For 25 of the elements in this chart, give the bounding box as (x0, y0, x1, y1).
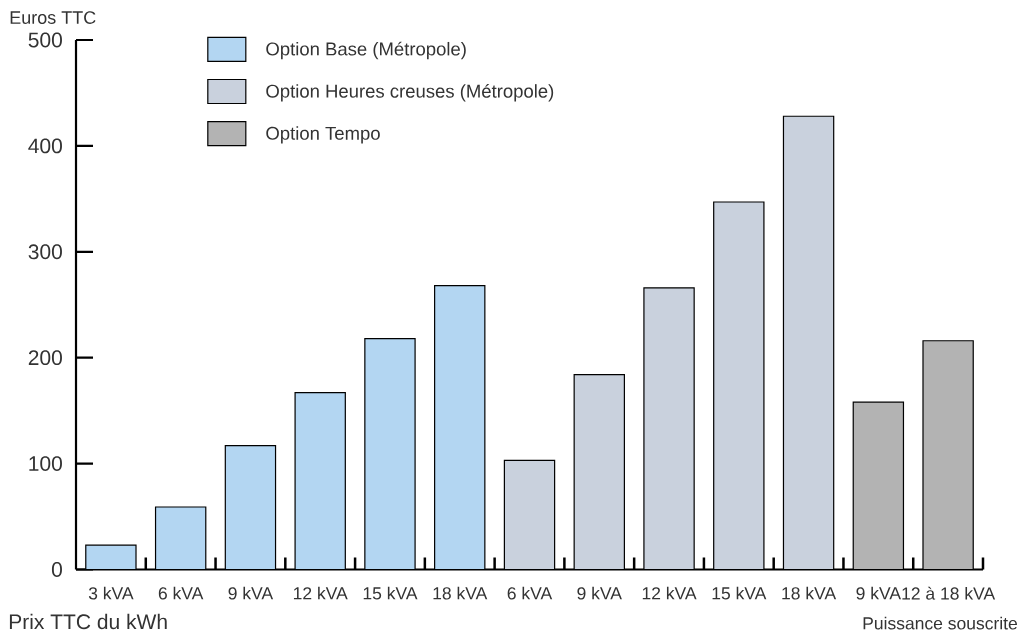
x-tick-label: 9 kVA (228, 586, 274, 600)
x-axis-title: Puissance souscrite (863, 616, 1017, 630)
x-tick-label: 9 kVA (856, 586, 902, 600)
legend-label: Option Heures creuses (Métropole) (266, 83, 554, 102)
y-tick-label: 300 (28, 244, 62, 260)
x-tick-label: 12 kVA (293, 586, 348, 600)
x-tick-label: 12 kVA (642, 586, 697, 600)
text: Prix TTC du kWh (9, 613, 167, 630)
x-tick-label: 6 kVA (507, 586, 553, 600)
y-tick-label: 0 (51, 562, 62, 577)
x-tick-label: 12 à 18 kVA (902, 586, 996, 600)
y-tick-label: 400 (28, 138, 62, 154)
x-tick-label: 18 kVA (782, 586, 837, 600)
y-axis-title: Euros TTC (10, 11, 96, 24)
x-tick-label: 6 kVA (158, 586, 204, 600)
x-tick-label: 9 kVA (577, 586, 622, 600)
y-tick-label: 200 (28, 350, 62, 366)
x-tick-label: 18 kVA (433, 586, 488, 600)
x-tick-label: 15 kVA (712, 586, 767, 600)
y-tick-label: 500 (28, 32, 62, 48)
x-tick-label: 3 kVA (88, 586, 134, 600)
legend-label: Option Tempo (266, 126, 380, 144)
legend-label: Option Base (Métropole) (266, 41, 466, 60)
x-tick-label: 15 kVA (363, 586, 418, 600)
y-tick-label: 100 (29, 456, 62, 472)
